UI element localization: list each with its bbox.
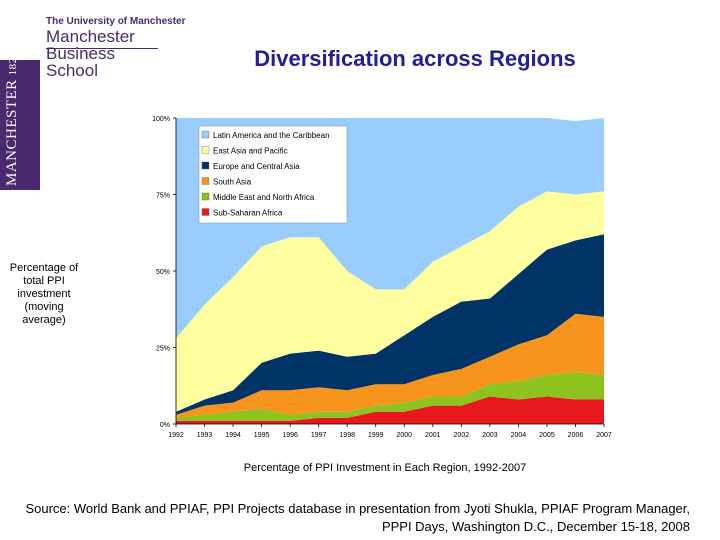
legend-label: Sub-Saharan Africa xyxy=(213,209,283,218)
x-tick-label: 2006 xyxy=(568,432,584,439)
university-name: The University of Manchester xyxy=(46,16,186,27)
x-tick-label: 2002 xyxy=(454,432,470,439)
x-tick-label: 2007 xyxy=(596,432,612,439)
x-tick-label: 1997 xyxy=(311,432,327,439)
crest-text: MANCHESTER 1824 xyxy=(4,51,21,186)
legend-swatch xyxy=(201,130,210,139)
school-name: Manchester Business School xyxy=(46,27,135,80)
legend-swatch xyxy=(201,161,210,170)
page-title: Diversification across Regions xyxy=(254,46,576,71)
logo-divider xyxy=(46,48,158,49)
area-series-2 xyxy=(176,313,604,418)
x-tick-label: 1998 xyxy=(339,432,355,439)
y-tick-label: 0% xyxy=(160,422,170,429)
y-tick-label: 25% xyxy=(156,346,170,353)
legend-swatch xyxy=(201,208,210,216)
legend-label: Latin America and the Caribbean xyxy=(213,131,330,140)
legend-label: Middle East and North Africa xyxy=(213,193,315,202)
x-tick-label: 2001 xyxy=(425,432,441,439)
area-series-3 xyxy=(176,234,604,415)
x-tick-label: 1992 xyxy=(168,432,184,439)
stacked-area-chart: 0% 25% 50% 75% 100% 1992 1993 1994 1995 1996 1997 1… xyxy=(152,116,612,439)
legend-label: South Asia xyxy=(213,178,252,187)
legend-swatch xyxy=(201,192,210,201)
crest-name: MANCHESTER xyxy=(4,79,20,186)
x-tick-label: 1994 xyxy=(225,432,241,439)
source-note: Source: World Bank and PPIAF, PPI Projec… xyxy=(25,501,690,534)
y-tick-label: 75% xyxy=(156,193,170,200)
legend-swatch xyxy=(201,146,210,154)
x-tick-label: 2005 xyxy=(539,432,555,439)
x-tick-label: 2004 xyxy=(511,432,527,439)
area-series-4 xyxy=(176,191,604,412)
area-series-0 xyxy=(176,396,604,424)
x-tick-label: 2000 xyxy=(396,432,412,439)
x-tick-label: 1993 xyxy=(197,432,213,439)
legend-label: East Asia and Pacific xyxy=(213,147,288,156)
x-tick-label: 1999 xyxy=(368,432,384,439)
crest-logo xyxy=(0,60,40,190)
crest-year: 1824 xyxy=(7,51,19,76)
legend-swatch xyxy=(201,177,210,185)
legend-label: Europe and Central Asia xyxy=(213,162,300,171)
x-tick-label: 1996 xyxy=(282,432,298,439)
y-tick-label: 50% xyxy=(156,269,170,276)
chart-caption: Percentage of PPI Investment in Each Reg… xyxy=(243,462,527,474)
x-tick-label: 2003 xyxy=(482,432,498,439)
x-tick-label: 1995 xyxy=(254,432,270,439)
y-axis-label: Percentage of total PPI investment (movi… xyxy=(9,262,79,326)
y-tick-label: 100% xyxy=(152,116,170,123)
legend-box xyxy=(198,125,348,224)
area-series-1 xyxy=(176,372,604,421)
